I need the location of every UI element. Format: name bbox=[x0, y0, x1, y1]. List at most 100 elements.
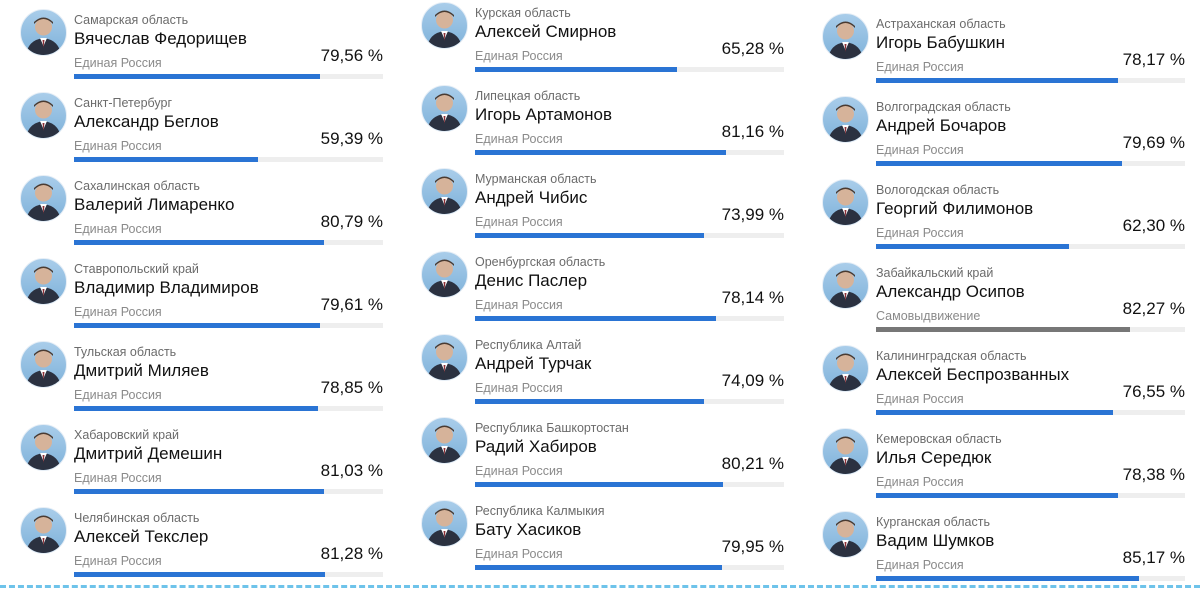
candidate-name: Денис Паслер bbox=[475, 271, 588, 290]
candidate-name: Владимир Владимиров bbox=[74, 278, 259, 297]
vote-percent: 65,28 % bbox=[721, 39, 784, 58]
candidate-name: Валерий Лимаренко bbox=[74, 195, 235, 214]
region-label: Кемеровская область bbox=[876, 432, 1002, 446]
candidate-name: Алексей Смирнов bbox=[475, 22, 617, 41]
vote-bar-fill bbox=[876, 327, 1130, 332]
vote-bar-fill bbox=[74, 157, 258, 162]
vote-bar-fill bbox=[876, 78, 1118, 83]
vote-percent: 81,28 % bbox=[320, 544, 383, 563]
candidate-card[interactable]: Хабаровский край Дмитрий Демешин Единая … bbox=[20, 422, 390, 502]
vote-percent: 79,61 % bbox=[320, 295, 383, 314]
candidate-card[interactable]: Самарская область Вячеслав Федорищев Еди… bbox=[20, 7, 390, 87]
party-label: Единая Россия bbox=[74, 471, 162, 485]
vote-percent: 78,85 % bbox=[320, 378, 383, 397]
vote-bar-fill bbox=[475, 399, 704, 404]
candidate-card[interactable]: Тульская область Дмитрий Миляев Единая Р… bbox=[20, 339, 390, 419]
candidate-name: Андрей Турчак bbox=[475, 354, 592, 373]
region-label: Хабаровский край bbox=[74, 428, 180, 442]
candidate-card[interactable]: Республика Алтай Андрей Турчак Единая Ро… bbox=[421, 332, 791, 412]
vote-bar-track bbox=[876, 161, 1185, 166]
vote-bar-track bbox=[876, 576, 1185, 581]
region-label: Сахалинская область bbox=[74, 179, 200, 193]
party-label: Единая Россия bbox=[74, 554, 162, 568]
party-label: Единая Россия bbox=[74, 388, 162, 402]
vote-bar-track bbox=[74, 323, 383, 328]
vote-bar-track bbox=[74, 572, 383, 577]
party-label: Единая Россия bbox=[876, 558, 964, 572]
vote-bar-track bbox=[475, 316, 784, 321]
candidate-card[interactable]: Забайкальский край Александр Осипов Само… bbox=[822, 260, 1192, 340]
vote-percent: 80,21 % bbox=[721, 454, 784, 473]
candidate-card[interactable]: Санкт-Петербург Александр Беглов Единая … bbox=[20, 90, 390, 170]
candidate-avatar bbox=[20, 507, 67, 554]
candidate-avatar bbox=[822, 511, 869, 558]
candidate-card[interactable]: Сахалинская область Валерий Лимаренко Ед… bbox=[20, 173, 390, 253]
vote-percent: 78,14 % bbox=[721, 288, 784, 307]
vote-bar-fill bbox=[475, 482, 723, 487]
candidate-card[interactable]: Вологодская область Георгий Филимонов Ед… bbox=[822, 177, 1192, 257]
candidate-card[interactable]: Курганская область Вадим Шумков Единая Р… bbox=[822, 509, 1192, 589]
vote-bar-track bbox=[74, 74, 383, 79]
region-label: Республика Башкортостан bbox=[475, 421, 629, 435]
candidate-card[interactable]: Республика Башкортостан Радий Хабиров Ед… bbox=[421, 415, 791, 495]
vote-bar-track bbox=[475, 233, 784, 238]
party-label: Единая Россия bbox=[475, 49, 563, 63]
vote-percent: 73,99 % bbox=[721, 205, 784, 224]
party-label: Единая Россия bbox=[475, 215, 563, 229]
vote-bar-track bbox=[876, 410, 1185, 415]
candidate-card[interactable]: Оренбургская область Денис Паслер Единая… bbox=[421, 249, 791, 329]
candidate-card[interactable]: Курская область Алексей Смирнов Единая Р… bbox=[421, 0, 791, 80]
vote-bar-track bbox=[475, 482, 784, 487]
region-label: Челябинская область bbox=[74, 511, 200, 525]
candidate-avatar bbox=[20, 175, 67, 222]
region-label: Самарская область bbox=[74, 13, 189, 27]
candidate-card[interactable]: Липецкая область Игорь Артамонов Единая … bbox=[421, 83, 791, 163]
candidate-avatar bbox=[822, 262, 869, 309]
party-label: Единая Россия bbox=[74, 305, 162, 319]
vote-percent: 74,09 % bbox=[721, 371, 784, 390]
candidate-avatar bbox=[822, 13, 869, 60]
candidate-card[interactable]: Астраханская область Игорь Бабушкин Един… bbox=[822, 11, 1192, 91]
vote-bar-track bbox=[876, 493, 1185, 498]
vote-bar-fill bbox=[74, 406, 318, 411]
candidate-name: Радий Хабиров bbox=[475, 437, 597, 456]
candidate-name: Александр Беглов bbox=[74, 112, 219, 131]
candidate-card[interactable]: Республика Калмыкия Бату Хасиков Единая … bbox=[421, 498, 791, 578]
vote-bar-fill bbox=[475, 565, 722, 570]
candidate-card[interactable]: Волгоградская область Андрей Бочаров Еди… bbox=[822, 94, 1192, 174]
region-label: Забайкальский край bbox=[876, 266, 994, 280]
candidate-card[interactable]: Калининградская область Алексей Беспрозв… bbox=[822, 343, 1192, 423]
party-label: Единая Россия bbox=[475, 132, 563, 146]
vote-bar-track bbox=[74, 489, 383, 494]
vote-bar-track bbox=[475, 150, 784, 155]
candidate-name: Андрей Бочаров bbox=[876, 116, 1007, 135]
candidate-card[interactable]: Мурманская область Андрей Чибис Единая Р… bbox=[421, 166, 791, 246]
candidate-avatar bbox=[421, 168, 468, 215]
vote-percent: 82,27 % bbox=[1122, 299, 1185, 318]
vote-bar-track bbox=[475, 399, 784, 404]
region-label: Курганская область bbox=[876, 515, 990, 529]
candidate-card[interactable]: Ставропольский край Владимир Владимиров … bbox=[20, 256, 390, 336]
candidate-card[interactable]: Кемеровская область Илья Середюк Единая … bbox=[822, 426, 1192, 506]
candidate-name: Георгий Филимонов bbox=[876, 199, 1034, 218]
party-label: Самовыдвижение bbox=[876, 309, 981, 323]
vote-bar-fill bbox=[876, 576, 1139, 581]
vote-bar-fill bbox=[876, 244, 1069, 249]
party-label: Единая Россия bbox=[74, 56, 162, 70]
candidate-avatar bbox=[421, 334, 468, 381]
candidate-name: Алексей Текслер bbox=[74, 527, 209, 546]
region-label: Волгоградская область bbox=[876, 100, 1011, 114]
party-label: Единая Россия bbox=[475, 464, 563, 478]
vote-bar-fill bbox=[475, 316, 716, 321]
party-label: Единая Россия bbox=[475, 298, 563, 312]
region-label: Оренбургская область bbox=[475, 255, 606, 269]
vote-percent: 78,38 % bbox=[1122, 465, 1185, 484]
region-label: Астраханская область bbox=[876, 17, 1006, 31]
candidate-name: Дмитрий Миляев bbox=[74, 361, 209, 380]
party-label: Единая Россия bbox=[74, 222, 162, 236]
vote-percent: 79,69 % bbox=[1122, 133, 1185, 152]
region-label: Курская область bbox=[475, 6, 571, 20]
party-label: Единая Россия bbox=[475, 547, 563, 561]
candidate-card[interactable]: Челябинская область Алексей Текслер Един… bbox=[20, 505, 390, 585]
vote-bar-track bbox=[74, 406, 383, 411]
